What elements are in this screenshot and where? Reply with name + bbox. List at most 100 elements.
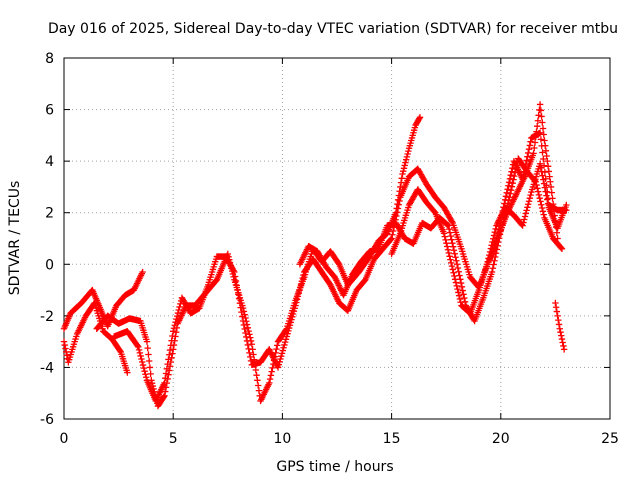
- data-point: [552, 299, 559, 307]
- data-point: [443, 239, 450, 247]
- data-point: [400, 167, 407, 175]
- data-point: [523, 157, 530, 164]
- data-point: [456, 295, 464, 303]
- data-point: [247, 353, 254, 361]
- data-point: [289, 310, 297, 318]
- data-point: [399, 170, 406, 178]
- data-point: [446, 253, 453, 260]
- data-point: [455, 268, 462, 275]
- data-point: [451, 272, 458, 280]
- data-point: [530, 150, 537, 157]
- data-point: [531, 139, 539, 146]
- data-point: [526, 194, 533, 202]
- data-point: [174, 309, 182, 317]
- data-point: [502, 193, 510, 200]
- data-point: [239, 313, 246, 320]
- data-point: [124, 369, 131, 376]
- data-point: [535, 112, 542, 119]
- data-point: [293, 296, 301, 303]
- data-point: [444, 221, 451, 229]
- data-point: [283, 333, 290, 340]
- data-point: [447, 232, 454, 240]
- data-point: [166, 351, 173, 358]
- data-point: [253, 371, 260, 379]
- data-point: [544, 196, 551, 203]
- data-point: [235, 291, 242, 298]
- data-point: [269, 364, 276, 372]
- data-point: [164, 360, 171, 368]
- data-point: [552, 223, 560, 231]
- data-point: [552, 218, 559, 225]
- data-point: [490, 261, 497, 268]
- data-point: [293, 299, 300, 306]
- data-point: [524, 204, 531, 211]
- data-point: [286, 322, 294, 329]
- data-points: [60, 101, 570, 410]
- data-point: [173, 315, 180, 323]
- data-point: [62, 348, 70, 356]
- data-point: [388, 235, 395, 242]
- data-point: [559, 339, 566, 346]
- data-point: [563, 201, 570, 209]
- data-point: [448, 262, 456, 270]
- data-point: [145, 351, 152, 358]
- data-point: [488, 242, 495, 249]
- data-point: [448, 236, 455, 243]
- data-point: [268, 368, 275, 375]
- data-point: [248, 341, 256, 348]
- data-point: [294, 293, 302, 300]
- data-point: [449, 239, 456, 247]
- data-point: [511, 169, 519, 176]
- data-point: [405, 147, 412, 155]
- y-tick-label: -4: [40, 360, 54, 376]
- data-point: [244, 341, 252, 349]
- data-point: [442, 236, 449, 244]
- data-point: [235, 295, 243, 302]
- data-point: [505, 179, 513, 186]
- data-point: [404, 150, 411, 158]
- data-point: [513, 162, 520, 169]
- data-point: [247, 357, 255, 365]
- data-point: [397, 179, 405, 186]
- data-point: [537, 136, 545, 143]
- data-point: [238, 308, 245, 316]
- data-point: [551, 212, 558, 219]
- data-point: [441, 233, 449, 240]
- y-tick-label: 6: [45, 103, 54, 119]
- data-point: [527, 191, 534, 199]
- data-point: [161, 379, 168, 387]
- data-point: [524, 153, 531, 160]
- data-point: [168, 337, 175, 344]
- data-point: [400, 165, 408, 172]
- data-point: [296, 287, 303, 294]
- data-point: [542, 147, 550, 155]
- data-point: [554, 312, 561, 320]
- data-point: [507, 172, 514, 179]
- data-point: [531, 144, 538, 152]
- data-point: [285, 327, 292, 335]
- data-point: [547, 178, 554, 185]
- data-point: [278, 352, 285, 360]
- data-point: [170, 325, 178, 332]
- data-point: [505, 182, 512, 189]
- data-point: [449, 243, 457, 250]
- data-point: [173, 312, 181, 320]
- data-point: [231, 268, 238, 276]
- data-point: [255, 387, 263, 394]
- x-tick-label: 25: [601, 431, 619, 447]
- data-point: [507, 190, 514, 197]
- data-point: [536, 101, 544, 108]
- data-point: [555, 321, 563, 328]
- data-point: [165, 356, 172, 363]
- data-point: [556, 325, 563, 332]
- data-point: [236, 299, 244, 307]
- data-point: [443, 243, 451, 250]
- y-tick-label: 4: [45, 154, 54, 170]
- data-point: [175, 306, 182, 314]
- data-point: [398, 175, 405, 182]
- data-point: [536, 160, 544, 167]
- data-point: [535, 191, 543, 199]
- data-point: [231, 273, 239, 280]
- data-point: [550, 206, 558, 214]
- data-point: [458, 283, 466, 290]
